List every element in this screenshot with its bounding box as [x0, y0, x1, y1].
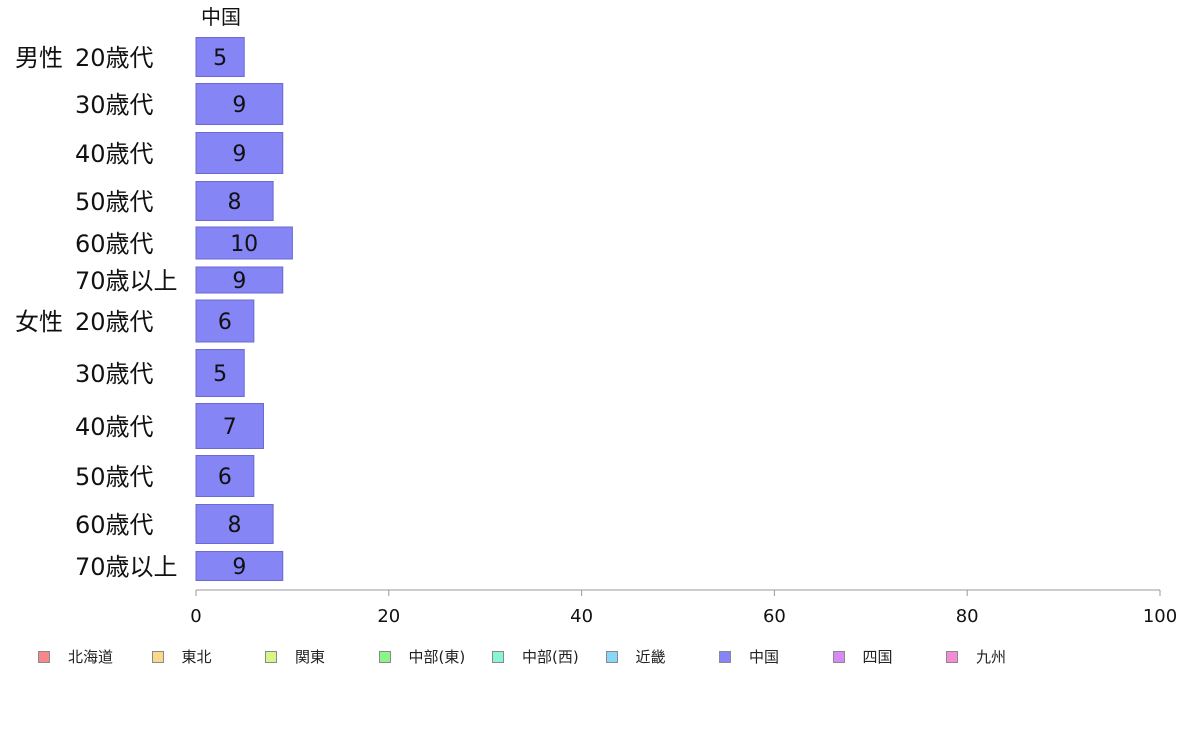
bar — [195, 37, 245, 77]
legend-label: 北海道 — [68, 648, 114, 666]
category-label: 20歳代 — [75, 308, 154, 336]
legend-item: 東北 — [151, 646, 212, 667]
category-label: 40歳代 — [75, 140, 154, 168]
bar — [195, 299, 255, 343]
bar — [195, 132, 284, 174]
bar-chart: 中国 520歳代男性930歳代940歳代850歳代1060歳代970歳以上620… — [15, 5, 1177, 627]
bar — [195, 83, 284, 125]
data-label: 6 — [218, 465, 232, 490]
legend-label: 中部(西) — [522, 648, 579, 666]
legend-swatch — [719, 650, 731, 663]
data-label: 6 — [218, 310, 232, 335]
bar — [195, 349, 245, 397]
group-label: 女性 — [15, 308, 63, 336]
legend-item: 九州 — [946, 646, 1006, 667]
data-label: 10 — [230, 232, 258, 257]
legend-swatch — [492, 650, 504, 663]
legend-label: 東北 — [181, 648, 212, 666]
data-label: 9 — [232, 93, 246, 118]
category-label: 50歳代 — [75, 463, 154, 491]
category-label: 20歳代 — [75, 44, 154, 72]
legend-item: 四国 — [832, 646, 893, 667]
data-label: 5 — [213, 362, 227, 387]
legend-label: 九州 — [976, 648, 1007, 666]
legend-swatch — [38, 650, 50, 663]
bar — [195, 551, 284, 581]
x-tick-label: 40 — [570, 606, 593, 627]
legend-swatch — [378, 650, 391, 663]
bar — [195, 455, 255, 497]
bar — [195, 266, 284, 294]
chart-title: 中国 — [201, 5, 241, 29]
category-label: 30歳代 — [75, 360, 154, 388]
bar — [195, 403, 264, 449]
category-label: 70歳以上 — [75, 267, 178, 295]
data-label: 9 — [232, 269, 246, 294]
category-label: 70歳以上 — [75, 553, 178, 581]
category-label: 60歳代 — [75, 511, 154, 539]
x-tick-label: 20 — [377, 606, 400, 627]
legend-item: 中国 — [719, 646, 779, 667]
category-label: 40歳代 — [75, 413, 154, 441]
x-tick-label: 100 — [1143, 606, 1177, 627]
x-tick-label: 80 — [956, 606, 979, 627]
legend-swatch — [605, 650, 618, 663]
plot-area: 520歳代男性930歳代940歳代850歳代1060歳代970歳以上620歳代女… — [15, 37, 1177, 627]
data-label: 5 — [213, 46, 227, 71]
x-tick-label: 0 — [190, 606, 201, 627]
data-label: 8 — [228, 190, 242, 215]
legend-label: 中部(東) — [408, 648, 466, 666]
category-label: 60歳代 — [75, 230, 154, 258]
legend-label: 近畿 — [635, 648, 666, 666]
data-label: 7 — [223, 415, 237, 440]
data-label: 8 — [228, 513, 242, 538]
legend-item: 中部(西) — [492, 646, 579, 667]
legend-label: 中国 — [749, 648, 780, 666]
legend-swatch — [946, 650, 958, 663]
legend-label: 四国 — [862, 648, 893, 666]
bar — [195, 504, 274, 544]
category-label: 30歳代 — [75, 91, 154, 119]
legend-item: 北海道 — [38, 646, 113, 667]
legend-label: 関東 — [295, 648, 326, 666]
group-label: 男性 — [15, 44, 63, 72]
bar — [195, 226, 293, 260]
data-label: 9 — [232, 142, 246, 167]
legend-swatch — [151, 650, 164, 663]
bar — [195, 181, 274, 221]
category-label: 50歳代 — [75, 188, 154, 216]
legend-item: 関東 — [265, 646, 325, 667]
legend-swatch — [265, 650, 277, 663]
legend-item: 近畿 — [605, 646, 666, 667]
legend-swatch — [832, 650, 845, 663]
x-tick-label: 60 — [763, 606, 786, 627]
legend-item: 中部(東) — [378, 646, 466, 667]
data-label: 9 — [232, 555, 246, 580]
